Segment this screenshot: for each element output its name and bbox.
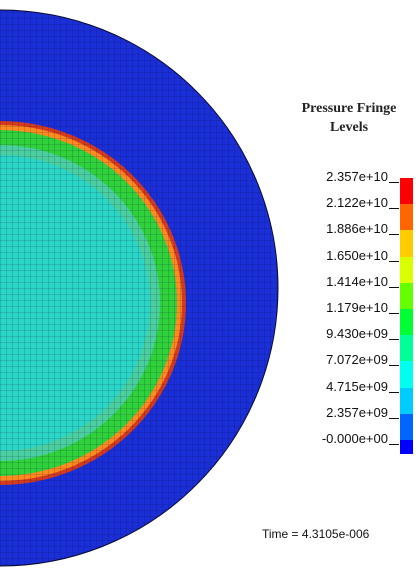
legend-level-label: 4.715e+09	[326, 378, 388, 394]
legend-level-label: 7.072e+09	[326, 352, 388, 368]
legend-level-label: 1.886e+10	[326, 221, 388, 237]
legend-color-swatch	[400, 335, 413, 364]
legend-level-label: 2.122e+10	[326, 195, 388, 211]
legend-tick	[389, 208, 399, 210]
legend-color-swatch	[400, 361, 413, 390]
legend-color-swatch	[400, 230, 413, 259]
legend-color-swatch	[400, 204, 413, 233]
legend-tick	[389, 444, 399, 445]
legend-color-swatch	[400, 309, 413, 337]
legend-title: Pressure Fringe Levels	[282, 99, 416, 137]
legend-tick	[389, 417, 399, 419]
legend-tick	[389, 182, 399, 183]
legend-level-label: 1.179e+10	[326, 300, 388, 315]
legend-title-line2: Levels	[329, 120, 369, 135]
legend-tick	[389, 313, 399, 314]
legend-tick	[389, 391, 399, 393]
legend-title-line1: Pressure Fringe	[301, 101, 397, 116]
legend-color-swatch	[400, 256, 413, 285]
disc-outline	[0, 9, 279, 567]
time-label: Time = 4.3105e-006	[262, 527, 370, 541]
legend-level-label: -0.000e+00	[321, 431, 388, 446]
legend-level-label: 1.414e+10	[326, 273, 388, 289]
legend-color-swatch	[400, 178, 413, 206]
legend-color-swatch	[400, 282, 413, 311]
mesh-half-disc	[0, 10, 278, 566]
legend-color-swatch	[400, 413, 413, 442]
legend-color-swatch	[400, 387, 413, 416]
mesh-grid	[0, 10, 278, 566]
legend-tick	[389, 234, 399, 236]
legend-tick	[389, 339, 399, 341]
legend-color-swatch	[400, 440, 413, 454]
legend-tick	[389, 365, 399, 367]
legend-level-label: 1.650e+10	[326, 247, 388, 263]
legend-level-label: 2.357e+09	[326, 404, 388, 420]
legend-level-label: 2.357e+10	[326, 169, 388, 184]
legend-tick	[389, 286, 399, 288]
legend-level-label: 9.430e+09	[326, 326, 388, 342]
legend-tick	[389, 260, 399, 262]
